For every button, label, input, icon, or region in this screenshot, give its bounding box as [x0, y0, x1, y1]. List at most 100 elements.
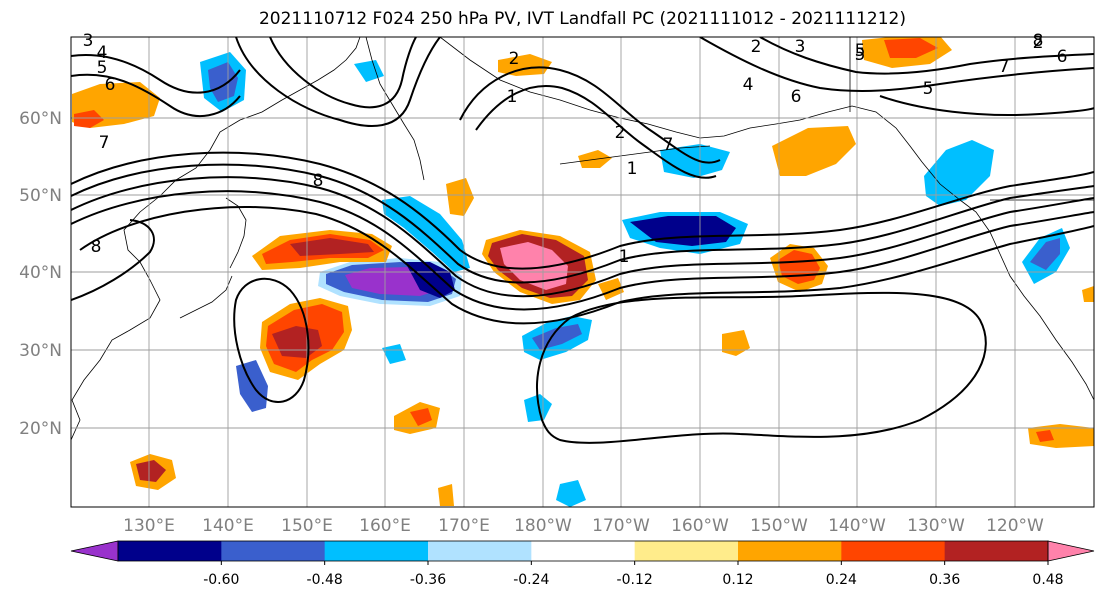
gridlines — [71, 37, 1094, 507]
colorbar-box — [324, 541, 429, 561]
colorbar-frame — [117, 540, 1049, 562]
contour-jet-5 — [79, 205, 1094, 325]
contour-label: 5 — [97, 58, 108, 78]
contour-label: 2 — [509, 49, 520, 69]
contour-label: 5 — [855, 41, 866, 61]
contour-label: 8 — [1033, 31, 1044, 51]
colorbar-box — [428, 541, 532, 561]
lat-label-30n: 30°N — [19, 341, 62, 361]
pos-region-12b — [1036, 430, 1054, 442]
neg-region-12 — [382, 344, 406, 364]
pos-region-13 — [722, 330, 750, 356]
lon-label-120w: 120°W — [986, 516, 1044, 536]
lat-label-20n: 20°N — [19, 419, 62, 439]
pos-region-15 — [438, 484, 454, 506]
neg-region-5 — [236, 360, 268, 412]
contour-label: 5 — [855, 45, 866, 65]
contour-trough-1 — [235, 37, 441, 127]
contour-label: 2 — [751, 37, 762, 57]
lat-label-50n: 50°N — [19, 186, 62, 206]
neg-region-9 — [660, 144, 730, 178]
contour-label: 6 — [105, 75, 116, 95]
contour-label: 3 — [83, 31, 94, 51]
colorbar-box — [841, 541, 946, 561]
contour-label: 5 — [923, 79, 934, 99]
pos-region-2c — [290, 238, 374, 256]
lon-label-180w: 180°W — [514, 516, 572, 536]
pos-region-7b — [884, 38, 938, 58]
contour-sw-1 — [71, 219, 155, 301]
colorbar-box — [634, 541, 739, 561]
contour-label: 1 — [619, 247, 630, 267]
colorbar-tick-label: -0.24 — [513, 572, 549, 588]
colorbar-extend-min — [70, 540, 119, 562]
colorbar-tick-label: 0.36 — [929, 572, 960, 588]
contour-ridge-1 — [459, 66, 721, 164]
contour-label: 3 — [795, 37, 806, 57]
lon-label-170w: 170°W — [592, 516, 650, 536]
neg-region-13 — [354, 60, 384, 82]
contour-ne-1 — [699, 37, 1094, 92]
contour-label: 2 — [615, 123, 626, 143]
lon-label-150e: 150°E — [281, 516, 333, 536]
colorbar-tick-label: -0.60 — [203, 572, 239, 588]
pos-region-5b — [74, 110, 104, 128]
neg-region-4b — [208, 62, 238, 102]
contour-closed-2 — [536, 291, 987, 444]
colorbar-tick-label: -0.12 — [617, 572, 653, 588]
lat-labels: 60°N 50°N 40°N 30°N 20°N — [19, 109, 62, 439]
contour-label: 1 — [507, 87, 518, 107]
coast-japan — [225, 197, 247, 269]
contour-jet-3 — [71, 176, 1094, 298]
contour-label: 6 — [1057, 47, 1068, 67]
pos-region-14 — [498, 54, 552, 76]
lon-label-130w: 130°W — [907, 516, 965, 536]
lat-label-60n: 60°N — [19, 109, 62, 129]
contour-ne-2 — [759, 37, 1094, 75]
colorbar-tick-label: 0.24 — [826, 572, 857, 588]
colorbar-extend-max — [1047, 540, 1095, 562]
contour-label: 4 — [743, 75, 754, 95]
contour-label: 7 — [999, 57, 1010, 77]
contour-ridge-2 — [475, 84, 717, 179]
contour-north-1 — [71, 54, 241, 94]
contour-jet-2 — [71, 163, 1094, 284]
pos-region-12 — [1028, 424, 1094, 448]
pos-region-10 — [446, 178, 474, 216]
contour-label: 7 — [663, 135, 674, 155]
lon-label-140w: 140°W — [828, 516, 886, 536]
lat-label-40n: 40°N — [19, 263, 62, 283]
contour-label: 2 — [1033, 33, 1044, 53]
contour-jet-1 — [71, 151, 1094, 270]
pv-contours — [71, 37, 1094, 444]
contour-ne-3 — [879, 95, 1094, 117]
lon-label-160w: 160°W — [671, 516, 729, 536]
colorbar-box — [531, 541, 636, 561]
neg-region-1d — [405, 262, 455, 298]
contour-north-2 — [71, 73, 241, 118]
coast-aleutians — [559, 145, 711, 165]
colorbar-box — [118, 541, 222, 561]
contour-trough-2 — [269, 37, 417, 109]
lon-label-130e: 130°E — [123, 516, 175, 536]
lon-labels: 130°E 140°E 150°E 160°E 170°E 180°W 170°… — [123, 516, 1044, 536]
contour-label: 7 — [99, 133, 110, 153]
colorbar-box — [221, 541, 326, 561]
lon-label-170e: 170°E — [438, 516, 490, 536]
map-frame — [70, 36, 1095, 508]
lon-label-140e: 140°E — [202, 516, 254, 536]
lon-label-160e: 160°E — [359, 516, 411, 536]
contour-closed-1 — [233, 277, 310, 403]
pos-region-6 — [772, 126, 856, 176]
map-title: 2021110712 F024 250 hPa PV, IVT Landfall… — [258, 9, 906, 29]
colorbar-box — [944, 541, 1049, 561]
pos-region-1c — [500, 242, 568, 290]
colorbar-tick-label: 0.12 — [722, 572, 753, 588]
lon-label-150w: 150°W — [750, 516, 808, 536]
pos-region-17 — [1082, 286, 1094, 302]
neg-region-6b — [532, 324, 582, 350]
contour-label: 4 — [97, 43, 108, 63]
contour-label: 8 — [313, 171, 324, 191]
